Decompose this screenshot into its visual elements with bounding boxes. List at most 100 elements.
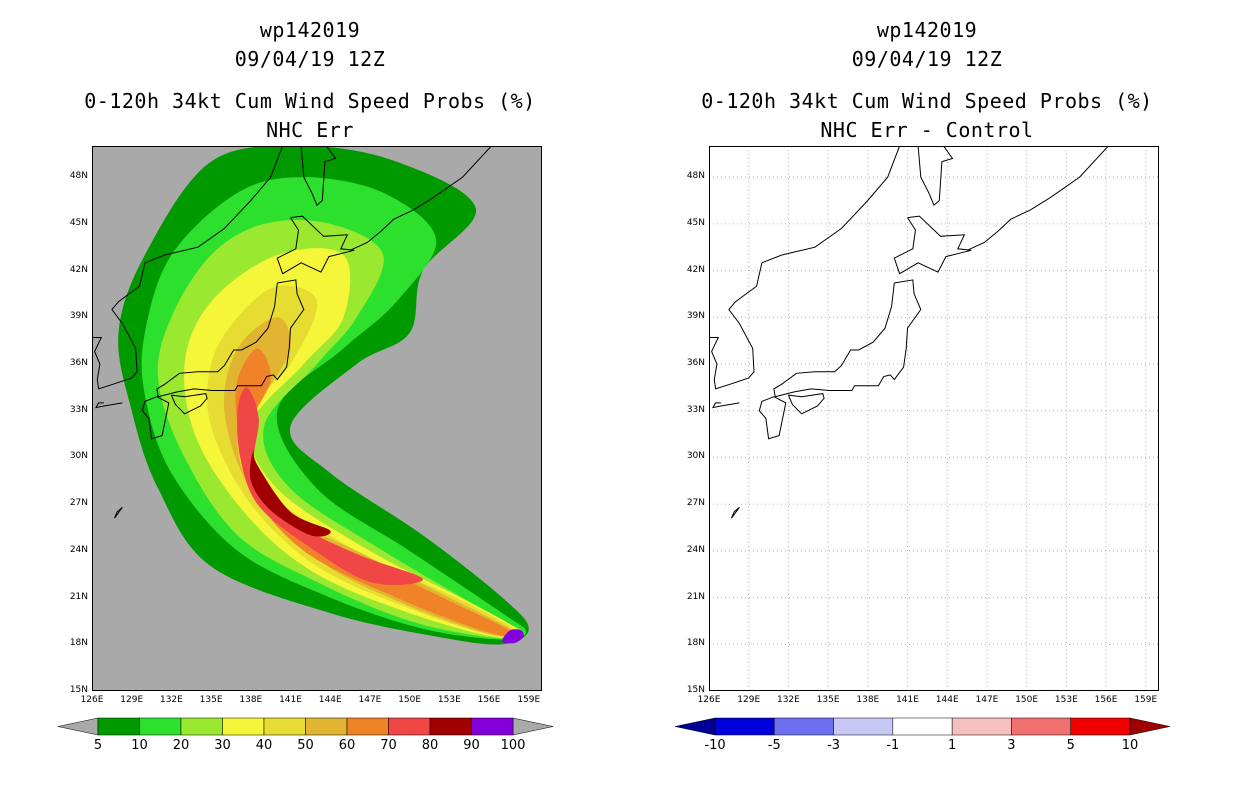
colorbar-swatch [346, 717, 389, 736]
lon-label: 144E [935, 695, 959, 705]
lat-label: 24N [686, 544, 705, 555]
right-coastline-4 [917, 146, 954, 207]
colorbar-swatch [263, 717, 306, 736]
lat-label: 18N [69, 638, 88, 649]
colorbar-swatch [429, 717, 472, 736]
lon-label: 150E [1015, 695, 1039, 705]
colorbar-swatch [180, 717, 223, 736]
colorbar-label: -1 [886, 738, 899, 753]
colorbar-label: 5 [94, 738, 102, 753]
colorbar-swatch [222, 717, 265, 736]
lat-label: 45N [69, 217, 88, 228]
lon-label: 138E [856, 695, 880, 705]
left-probability-contours [118, 146, 529, 645]
colorbar-label: 5 [1067, 738, 1075, 753]
lat-label: 42N [686, 264, 705, 275]
lon-label: 156E [1094, 695, 1118, 705]
left-map-frame [92, 146, 542, 691]
lon-label: 141E [896, 695, 919, 705]
right-map-background [709, 146, 1159, 691]
right-colorbar: -10 -5 -3 -1 1 3 5 10 [675, 717, 1171, 753]
left-coastline-1 [156, 279, 305, 398]
colorbar-swatch [1011, 717, 1071, 736]
lon-label: 147E [358, 695, 382, 705]
right-coastline-6 [709, 262, 763, 390]
lon-label: 132E [776, 695, 800, 705]
left-storm-id: wp142019 [259, 18, 361, 42]
lon-label: 159E [1134, 695, 1158, 705]
right-coastline-0 [893, 215, 972, 275]
colorbar-label: 100 [501, 738, 526, 753]
lat-label: 21N [686, 591, 705, 602]
lat-label: 36N [69, 358, 88, 368]
lon-label: 153E [437, 695, 461, 705]
colorbar-label: 20 [173, 738, 190, 753]
lat-label: 27N [69, 498, 88, 509]
left-coastline-9 [349, 146, 493, 251]
lon-label: 147E [975, 695, 999, 705]
colorbar-label: 40 [256, 738, 273, 753]
left-coastline-4 [300, 146, 337, 207]
colorbar-high-arrow [1129, 717, 1171, 736]
lat-label: 48N [69, 171, 88, 182]
lon-label: 132E [159, 695, 183, 705]
left-colorbar: 5 10 20 30 40 50 60 70 80 90 100 [58, 717, 554, 753]
lat-label: 39N [686, 311, 705, 322]
right-storm-id: wp142019 [876, 18, 978, 42]
lat-label: 36N [686, 358, 705, 368]
lon-label: 126E [697, 695, 721, 705]
colorbar-label: 1 [948, 738, 956, 753]
colorbar-label: 10 [131, 738, 148, 753]
colorbar-swatch [305, 717, 348, 736]
left-coastlines [92, 146, 493, 519]
right-coastline-2 [758, 396, 787, 440]
lon-label: 159E [517, 695, 541, 705]
colorbar-label: 50 [297, 738, 314, 753]
left-coastline-8 [114, 506, 123, 519]
lon-label: 141E [279, 695, 302, 705]
lat-label: 39N [69, 311, 88, 322]
lon-label: 156E [477, 695, 501, 705]
lon-label: 129E [120, 695, 144, 705]
colorbar-label: 10 [1122, 738, 1139, 753]
right-subtitle: NHC Err - Control [820, 118, 1034, 142]
colorbar-label: 80 [422, 738, 439, 753]
colorbar-low-arrow [58, 717, 99, 736]
colorbar-swatch [471, 717, 514, 736]
right-coastline-5 [761, 146, 901, 264]
lat-label: 48N [686, 171, 705, 182]
right-coastline-3 [787, 393, 825, 415]
right-product-title: 0-120h 34kt Cum Wind Speed Probs (%) [701, 89, 1153, 113]
colorbar-swatch [892, 717, 953, 736]
lat-label: 45N [686, 217, 705, 228]
contour-90pct [502, 629, 524, 644]
colorbar-label: 3 [1007, 738, 1015, 753]
lon-label: 129E [737, 695, 761, 705]
colorbar-label: 30 [214, 738, 231, 753]
colorbar-label: 90 [463, 738, 480, 753]
left-coastline-2 [141, 396, 170, 440]
lon-label: 126E [80, 695, 104, 705]
lon-label: 144E [318, 695, 342, 705]
right-coastline-8 [731, 506, 740, 519]
colorbar-swatch [1070, 717, 1131, 736]
contour-70pct [237, 387, 423, 585]
colorbar-low-arrow [675, 717, 716, 736]
lon-label: 153E [1054, 695, 1078, 705]
right-coastlines [709, 146, 1110, 519]
colorbar-label: 70 [380, 738, 397, 753]
left-subtitle: NHC Err [266, 118, 354, 142]
contour-80pct [249, 449, 331, 537]
lat-label: 33N [686, 404, 705, 415]
left-title-block: wp142019 09/04/19 12Z 0-120h 34kt Cum Wi… [30, 16, 590, 145]
lat-label: 24N [69, 544, 88, 555]
colorbar-swatch [714, 717, 775, 736]
right-map-frame [709, 146, 1159, 691]
colorbar-label: 60 [339, 738, 356, 753]
lat-label: 15N [69, 685, 88, 695]
left-datetime: 09/04/19 12Z [234, 47, 386, 71]
colorbar-swatch [139, 717, 182, 736]
lat-label: 30N [686, 451, 705, 462]
colorbar-label: -3 [827, 738, 840, 753]
left-coastline-5 [144, 146, 284, 264]
